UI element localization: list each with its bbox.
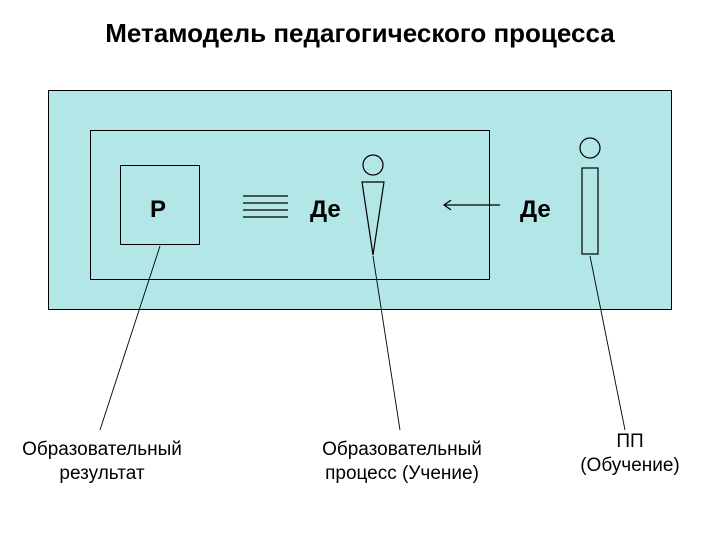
label-de2: Де <box>520 196 551 224</box>
caption-line: (Обучение) <box>580 455 680 476</box>
caption-line: ПП <box>616 431 643 452</box>
caption-process: Образовательный процесс (Учение) <box>302 438 502 486</box>
label-r: Р <box>150 196 166 224</box>
caption-line: Образовательный <box>22 439 182 460</box>
caption-result: Образовательный результат <box>2 438 202 486</box>
caption-pp: ПП (Обучение) <box>560 430 700 478</box>
caption-line: результат <box>59 463 144 484</box>
caption-line: Образовательный <box>322 439 482 460</box>
page-title: Метамодель педагогического процесса <box>0 18 720 49</box>
label-de1: Де <box>310 196 341 224</box>
caption-line: процесс (Учение) <box>325 463 479 484</box>
